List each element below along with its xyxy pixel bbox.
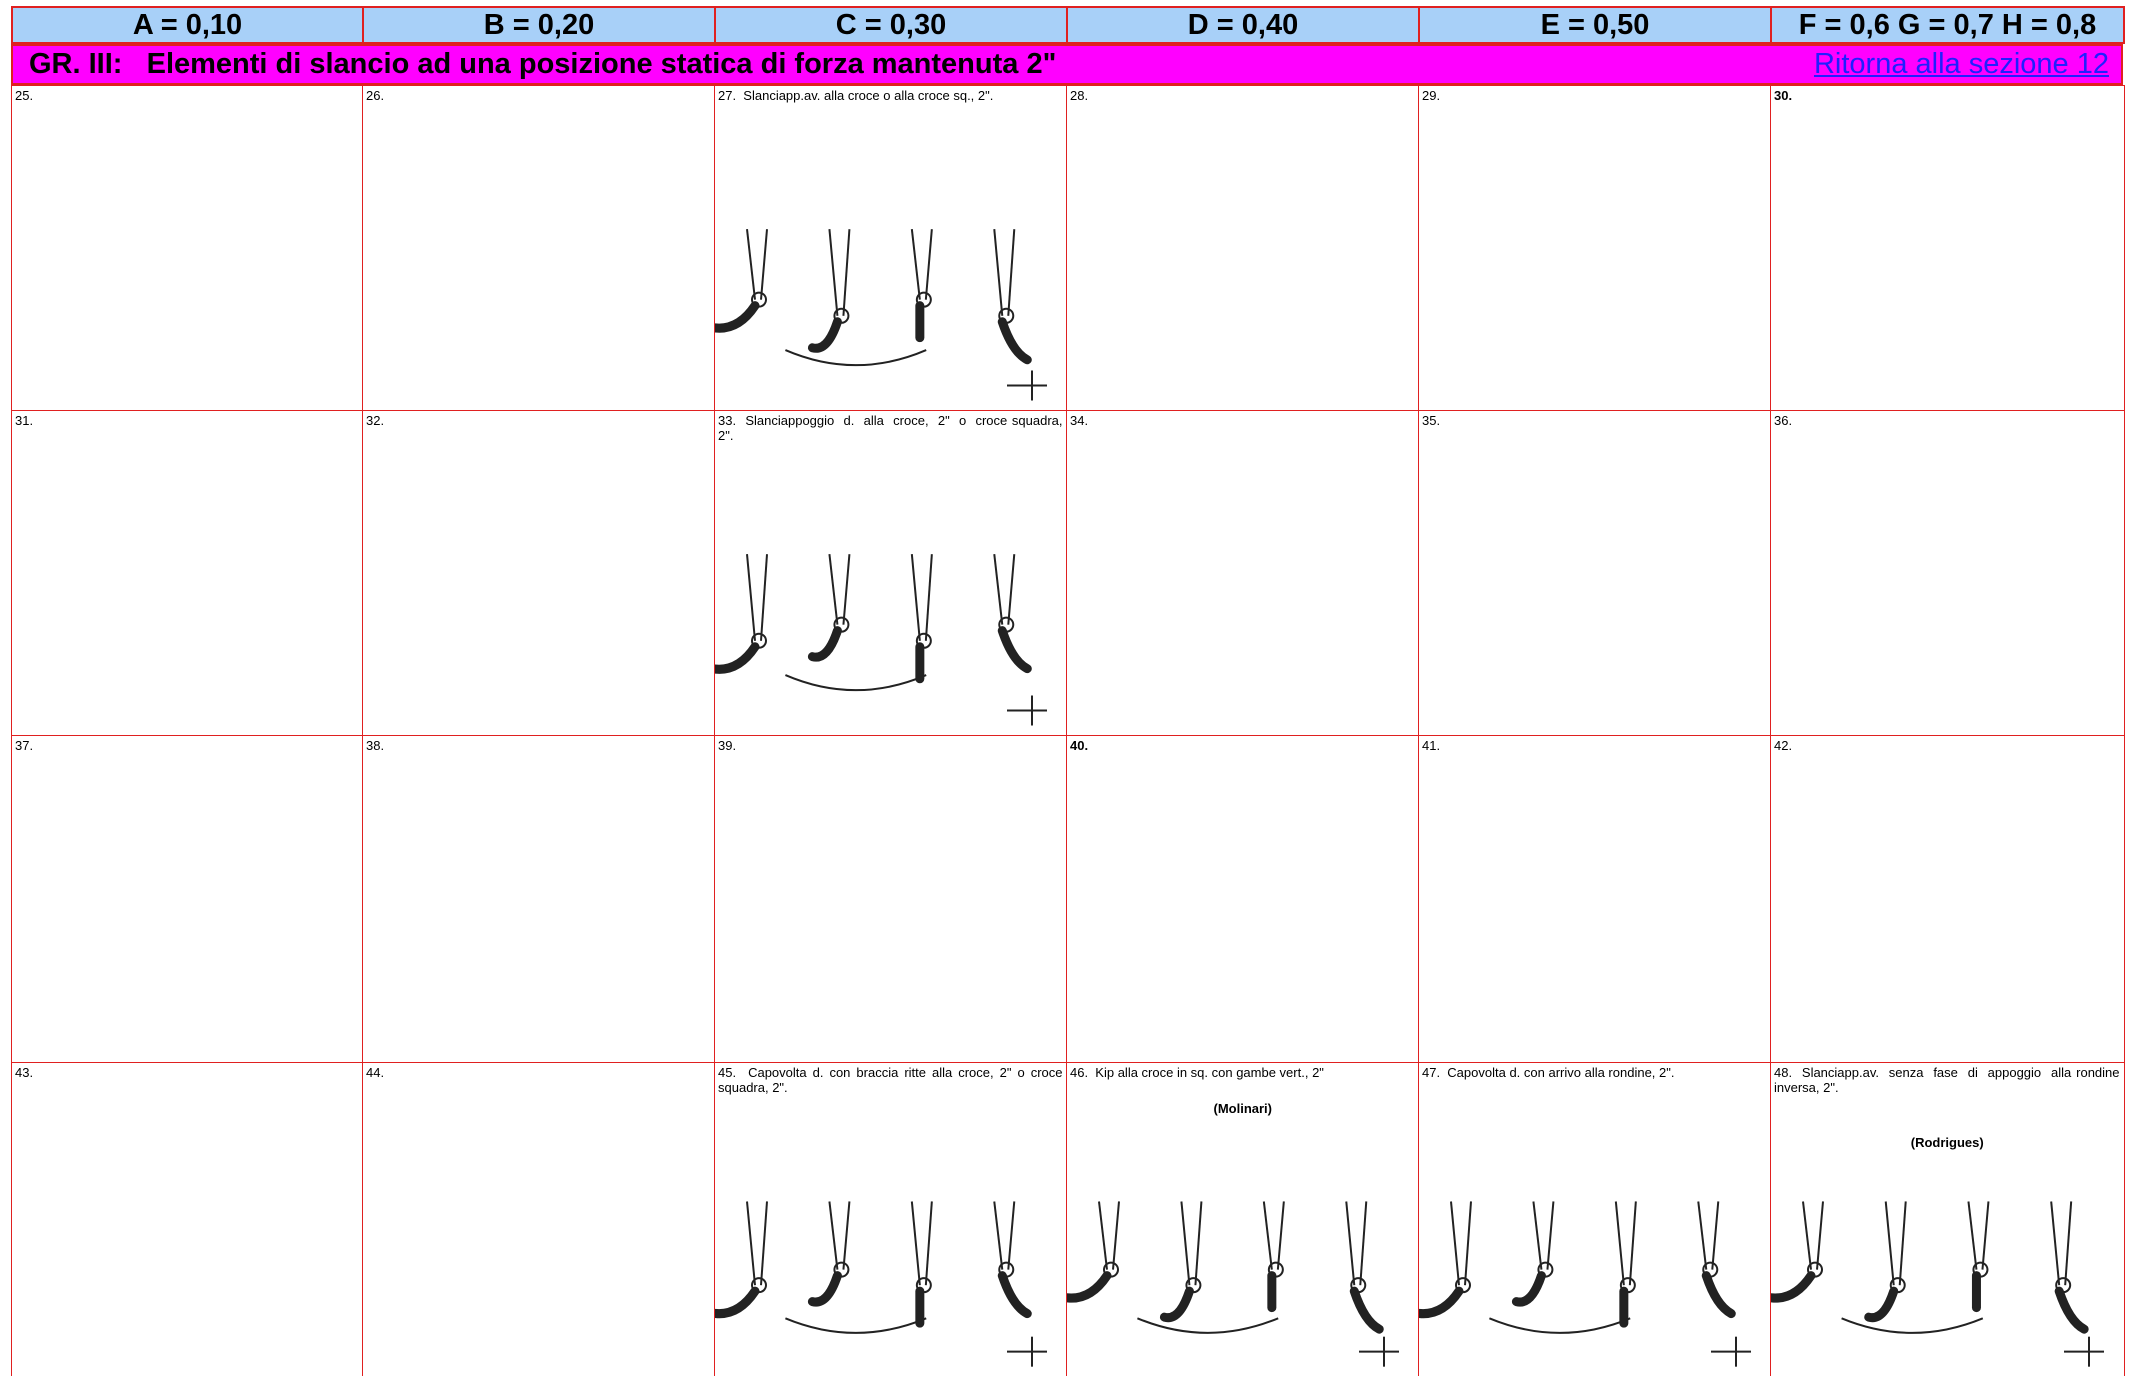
- cell-note: (Molinari): [1213, 1101, 1273, 1116]
- cell-text: 42.: [1774, 738, 1793, 753]
- cell-text: 32.: [366, 413, 385, 428]
- cell-note: (Rodrigues): [1910, 1135, 1984, 1150]
- cell-text: 46. Kip alla croce in sq. con gambe vert…: [1070, 1065, 1324, 1080]
- column-header: B = 0,20: [362, 6, 716, 44]
- table-cell: 28.: [1066, 85, 1420, 412]
- table-cell: 32.: [362, 410, 716, 737]
- table-cell: 35.: [1418, 410, 1772, 737]
- cell-text: 37.: [15, 738, 34, 753]
- cell-text: 47. Capovolta d. con arrivo alla rondine…: [1422, 1065, 1675, 1080]
- column-header: F = 0,6 G = 0,7 H = 0,8: [1770, 6, 2125, 44]
- cell-text: 33. Slanciappoggio d. alla croce, 2" o c…: [718, 413, 1067, 443]
- section-link[interactable]: Ritorna alla sezione 12: [1813, 48, 2109, 80]
- table-cell: 38.: [362, 735, 716, 1064]
- element-drawing: [1419, 1201, 1751, 1367]
- element-drawing: [1771, 1201, 2104, 1367]
- table-cell: 44.: [362, 1062, 716, 1376]
- cell-text: 25.: [15, 88, 34, 103]
- column-header: C = 0,30: [714, 6, 1068, 44]
- table-cell: 25.: [11, 85, 364, 412]
- table-cell: 27. Slanciapp.av. alla croce o alla croc…: [714, 85, 1068, 412]
- element-drawing: [715, 1201, 1047, 1367]
- cell-text: 31.: [15, 413, 34, 428]
- section-bar: GR. III: Elementi di slancio ad una posi…: [11, 44, 2123, 85]
- element-drawing: [1067, 1201, 1399, 1367]
- cell-text: 38.: [366, 738, 385, 753]
- cell-text: 27. Slanciapp.av. alla croce o alla croc…: [718, 88, 994, 103]
- column-header: E = 0,50: [1418, 6, 1772, 44]
- table-cell: 34.: [1066, 410, 1420, 737]
- cell-text: 28.: [1070, 88, 1089, 103]
- cell-text: 39.: [718, 738, 737, 753]
- table-cell: 40.: [1066, 735, 1420, 1064]
- element-drawing: [715, 554, 1047, 726]
- cell-text: 48. Slanciapp.av. senza fase di appoggio…: [1774, 1065, 2124, 1095]
- column-header: A = 0,10: [11, 6, 364, 44]
- cell-text: 34.: [1070, 413, 1089, 428]
- cell-text: 45. Capovolta d. con braccia ritte alla …: [718, 1065, 1067, 1095]
- column-header: D = 0,40: [1066, 6, 1420, 44]
- table-cell: 45. Capovolta d. con braccia ritte alla …: [714, 1062, 1068, 1376]
- element-drawing: [715, 229, 1047, 401]
- table-cell: 48. Slanciapp.av. senza fase di appoggio…: [1770, 1062, 2125, 1376]
- table-cell: 42.: [1770, 735, 2125, 1064]
- table-cell: 29.: [1418, 85, 1772, 412]
- cell-text: 40.: [1070, 738, 1089, 753]
- section-title: GR. III: Elementi di slancio ad una posi…: [29, 48, 1057, 80]
- table-cell: 30.: [1770, 85, 2125, 412]
- table-cell: 41.: [1418, 735, 1772, 1064]
- table-cell: 36.: [1770, 410, 2125, 737]
- cell-text: 36.: [1774, 413, 1793, 428]
- cell-text: 44.: [366, 1065, 385, 1080]
- cell-text: 35.: [1422, 413, 1441, 428]
- cell-text: 30.: [1774, 88, 1793, 103]
- cell-text: 41.: [1422, 738, 1441, 753]
- table-cell: 39.: [714, 735, 1068, 1064]
- cell-text: 29.: [1422, 88, 1441, 103]
- table-cell: 26.: [362, 85, 716, 412]
- table-cell: 46. Kip alla croce in sq. con gambe vert…: [1066, 1062, 1420, 1376]
- table-cell: 31.: [11, 410, 364, 737]
- cell-text: 26.: [366, 88, 385, 103]
- table-cell: 37.: [11, 735, 364, 1064]
- cell-text: 43.: [15, 1065, 34, 1080]
- table-cell: 33. Slanciappoggio d. alla croce, 2" o c…: [714, 410, 1068, 737]
- table-cell: 43.: [11, 1062, 364, 1376]
- table-cell: 47. Capovolta d. con arrivo alla rondine…: [1418, 1062, 1772, 1376]
